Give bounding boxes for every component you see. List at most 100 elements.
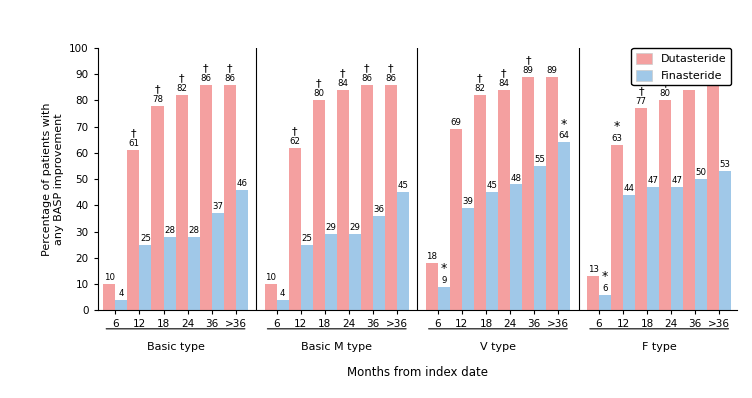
- Text: 80: 80: [660, 90, 671, 98]
- Text: 80: 80: [314, 90, 324, 98]
- Bar: [211, 213, 223, 310]
- Bar: [223, 84, 235, 310]
- Bar: [235, 189, 247, 310]
- Bar: [313, 100, 325, 310]
- Text: 62: 62: [290, 137, 300, 146]
- Y-axis label: Percentage of patients with
any BASP improvement: Percentage of patients with any BASP imp…: [42, 102, 64, 256]
- Text: 47: 47: [672, 176, 683, 185]
- Text: 46: 46: [236, 179, 247, 188]
- Text: †: †: [638, 86, 644, 96]
- Text: 89: 89: [523, 66, 533, 75]
- Bar: [708, 84, 720, 310]
- Text: 47: 47: [647, 176, 659, 185]
- Text: †: †: [203, 63, 208, 73]
- Text: 84: 84: [684, 79, 695, 88]
- Text: †: †: [478, 73, 483, 83]
- Bar: [474, 95, 486, 310]
- Text: 13: 13: [587, 265, 599, 275]
- Bar: [289, 148, 301, 310]
- Text: 45: 45: [397, 181, 408, 190]
- Bar: [696, 179, 708, 310]
- Text: 28: 28: [188, 226, 199, 235]
- Bar: [361, 84, 373, 310]
- Bar: [325, 234, 337, 310]
- Text: †: †: [388, 63, 393, 73]
- Text: *: *: [441, 262, 447, 275]
- Bar: [647, 187, 660, 310]
- Text: †: †: [502, 68, 507, 78]
- Text: Basic M type: Basic M type: [302, 342, 372, 352]
- Bar: [163, 237, 175, 310]
- Text: 39: 39: [462, 197, 473, 206]
- Bar: [587, 276, 599, 310]
- Bar: [426, 263, 438, 310]
- Bar: [611, 145, 623, 310]
- Text: 53: 53: [720, 160, 731, 170]
- Bar: [397, 192, 409, 310]
- Bar: [599, 295, 611, 310]
- Text: 6: 6: [602, 284, 608, 293]
- Text: 29: 29: [326, 223, 336, 232]
- Text: F type: F type: [641, 342, 677, 352]
- Text: †: †: [364, 63, 369, 73]
- Bar: [672, 187, 684, 310]
- Text: 25: 25: [302, 234, 312, 243]
- Text: 64: 64: [559, 131, 569, 140]
- Bar: [546, 77, 558, 310]
- Bar: [103, 284, 115, 310]
- Bar: [534, 166, 546, 310]
- Text: †: †: [663, 78, 668, 88]
- Text: †: †: [340, 68, 345, 78]
- Bar: [558, 142, 570, 310]
- Legend: Dutasteride, Finasteride: Dutasteride, Finasteride: [632, 48, 732, 86]
- Bar: [450, 129, 462, 310]
- Bar: [684, 90, 696, 310]
- Text: 36: 36: [373, 205, 384, 214]
- Text: 61: 61: [128, 139, 139, 148]
- Text: *: *: [561, 117, 567, 131]
- Text: †: †: [292, 126, 298, 136]
- Bar: [438, 287, 450, 310]
- Bar: [660, 100, 672, 310]
- Bar: [187, 237, 199, 310]
- Text: 89: 89: [547, 66, 557, 75]
- Text: †: †: [687, 68, 692, 78]
- Text: †: †: [179, 73, 184, 83]
- Text: 45: 45: [487, 181, 498, 190]
- Bar: [277, 300, 289, 310]
- Text: 44: 44: [623, 184, 635, 193]
- Text: 86: 86: [200, 74, 211, 83]
- Bar: [498, 90, 510, 310]
- Text: 4: 4: [280, 289, 286, 298]
- Text: 77: 77: [635, 98, 647, 106]
- Text: Months from index date: Months from index date: [347, 366, 488, 378]
- Text: Basic type: Basic type: [147, 342, 205, 352]
- Text: 25: 25: [140, 234, 151, 243]
- Bar: [139, 245, 151, 310]
- Text: 84: 84: [499, 79, 509, 88]
- Text: 50: 50: [696, 168, 707, 177]
- Text: *: *: [602, 270, 608, 283]
- Text: †: †: [131, 129, 136, 139]
- Text: †: †: [316, 78, 321, 88]
- Text: 37: 37: [212, 203, 223, 211]
- Text: †: †: [526, 55, 531, 65]
- Bar: [349, 234, 361, 310]
- Text: 10: 10: [104, 273, 115, 282]
- Bar: [301, 245, 313, 310]
- Text: 86: 86: [224, 74, 235, 83]
- Text: 86: 86: [385, 74, 396, 83]
- Text: V type: V type: [480, 342, 516, 352]
- Bar: [486, 192, 498, 310]
- Bar: [522, 77, 534, 310]
- Text: 84: 84: [337, 79, 348, 88]
- Bar: [510, 184, 522, 310]
- Bar: [265, 284, 277, 310]
- Bar: [635, 108, 647, 310]
- Text: 82: 82: [475, 84, 486, 93]
- Text: 9: 9: [441, 276, 447, 285]
- Bar: [199, 84, 211, 310]
- Bar: [115, 300, 127, 310]
- Text: 55: 55: [535, 155, 545, 164]
- Bar: [151, 105, 163, 310]
